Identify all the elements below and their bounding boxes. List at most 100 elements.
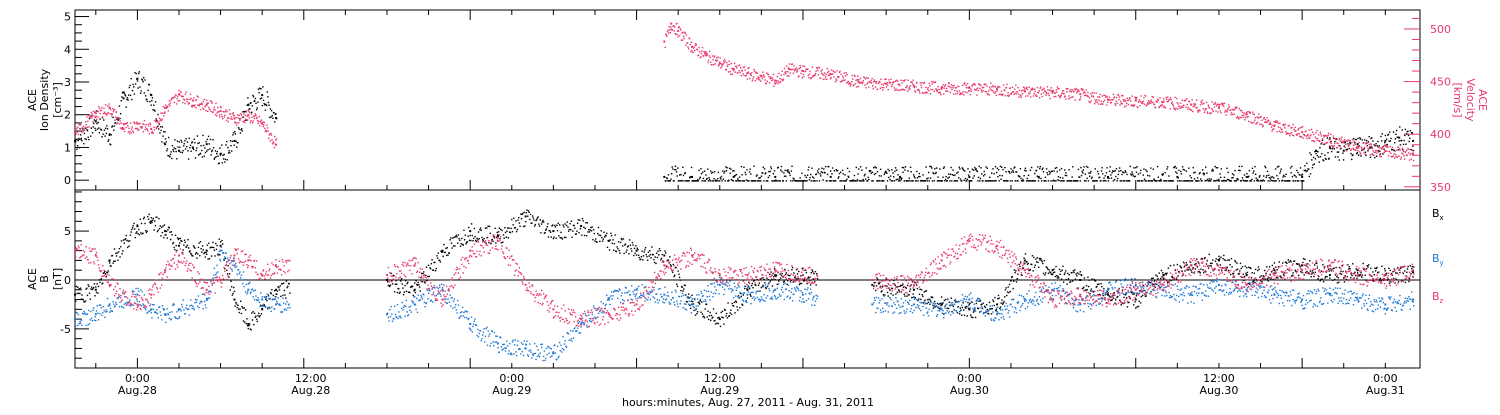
velocity-dot <box>214 107 215 108</box>
velocity-dot <box>1218 111 1219 112</box>
density-dot <box>861 180 862 181</box>
bx-dot <box>1090 290 1091 291</box>
velocity-dot <box>685 32 686 33</box>
bx-dot <box>562 238 563 239</box>
velocity-dot <box>1309 138 1310 139</box>
bx-dot <box>284 290 285 291</box>
velocity-dot <box>964 82 965 83</box>
density-dot <box>193 149 194 150</box>
velocity-dot <box>669 29 670 30</box>
density-dot <box>788 169 789 170</box>
bx-dot <box>222 243 223 244</box>
velocity-dot <box>956 87 957 88</box>
density-dot <box>1402 149 1403 150</box>
velocity-dot <box>680 29 681 30</box>
density-dot <box>1003 180 1004 181</box>
velocity-dot <box>950 92 951 93</box>
bx-dot <box>399 291 400 292</box>
density-dot <box>1131 174 1132 175</box>
bx-dot <box>647 259 648 260</box>
bx-dot <box>151 222 152 223</box>
bx-dot <box>701 301 702 302</box>
bx-dot <box>757 279 758 280</box>
bx-dot <box>257 321 258 322</box>
velocity-dot <box>204 99 205 100</box>
density-dot <box>235 133 236 134</box>
bx-dot <box>169 232 170 233</box>
velocity-dot <box>1055 96 1056 97</box>
density-dot <box>222 155 223 156</box>
bx-dot <box>526 210 527 211</box>
bx-dot <box>592 226 593 227</box>
bx-dot <box>476 241 477 242</box>
velocity-dot <box>153 127 154 128</box>
bx-dot <box>1276 269 1277 270</box>
bx-dot <box>752 283 753 284</box>
velocity-dot <box>220 106 221 107</box>
density-dot <box>1054 180 1055 181</box>
bx-dot <box>565 237 566 238</box>
velocity-dot <box>957 93 958 94</box>
bx-dot <box>525 221 526 222</box>
density-dot <box>233 145 234 146</box>
density-dot <box>204 156 205 157</box>
velocity-dot <box>176 103 177 104</box>
velocity-dot <box>986 85 987 86</box>
velocity-dot <box>219 116 220 117</box>
bx-dot <box>584 235 585 236</box>
density-dot <box>1110 174 1111 175</box>
velocity-dot <box>1214 106 1215 107</box>
velocity-dot <box>887 84 888 85</box>
velocity-dot <box>798 75 799 76</box>
bx-dot <box>546 226 547 227</box>
velocity-dot <box>803 74 804 75</box>
velocity-dot <box>1378 151 1379 152</box>
density-dot <box>114 125 115 126</box>
velocity-dot <box>115 116 116 117</box>
velocity-dot <box>1309 130 1310 131</box>
velocity-dot <box>1252 112 1253 113</box>
density-dot <box>1044 180 1045 181</box>
velocity-dot <box>159 118 160 119</box>
velocity-dot <box>865 78 866 79</box>
bx-dot <box>1091 279 1092 280</box>
density-dot <box>1116 180 1117 181</box>
density-dot <box>1214 180 1215 181</box>
density-dot <box>697 179 698 180</box>
bx-dot <box>165 234 166 235</box>
density-dot <box>667 178 668 179</box>
velocity-dot <box>1337 147 1338 148</box>
density-dot <box>741 174 742 175</box>
bx-dot <box>546 228 547 229</box>
velocity-dot <box>85 121 86 122</box>
b-field-tick-label: 5 <box>64 225 71 238</box>
density-dot <box>713 178 714 179</box>
bx-dot <box>733 305 734 306</box>
bx-dot <box>780 277 781 278</box>
velocity-dot <box>1126 103 1127 104</box>
density-dot <box>1166 180 1167 181</box>
bx-dot <box>243 307 244 308</box>
bx-dot <box>393 275 394 276</box>
density-dot <box>1174 166 1175 167</box>
density-dot <box>1266 175 1267 176</box>
density-dot <box>713 180 714 181</box>
density-dot <box>98 127 99 128</box>
velocity-dot <box>772 79 773 80</box>
density-dot <box>219 163 220 164</box>
velocity-dot <box>1078 91 1079 92</box>
density-dot <box>979 166 980 167</box>
velocity-dot <box>82 130 83 131</box>
density-dot <box>1324 154 1325 155</box>
density-dot <box>1066 175 1067 176</box>
velocity-dot <box>1323 136 1324 137</box>
density-dot <box>1071 176 1072 177</box>
density-dot <box>1403 140 1404 141</box>
density-dot <box>706 178 707 179</box>
bx-dot <box>1075 273 1076 274</box>
velocity-dot <box>1037 87 1038 88</box>
bx-dot <box>599 241 600 242</box>
bx-dot <box>209 258 210 259</box>
bx-dot <box>113 261 114 262</box>
density-dot <box>1274 180 1275 181</box>
